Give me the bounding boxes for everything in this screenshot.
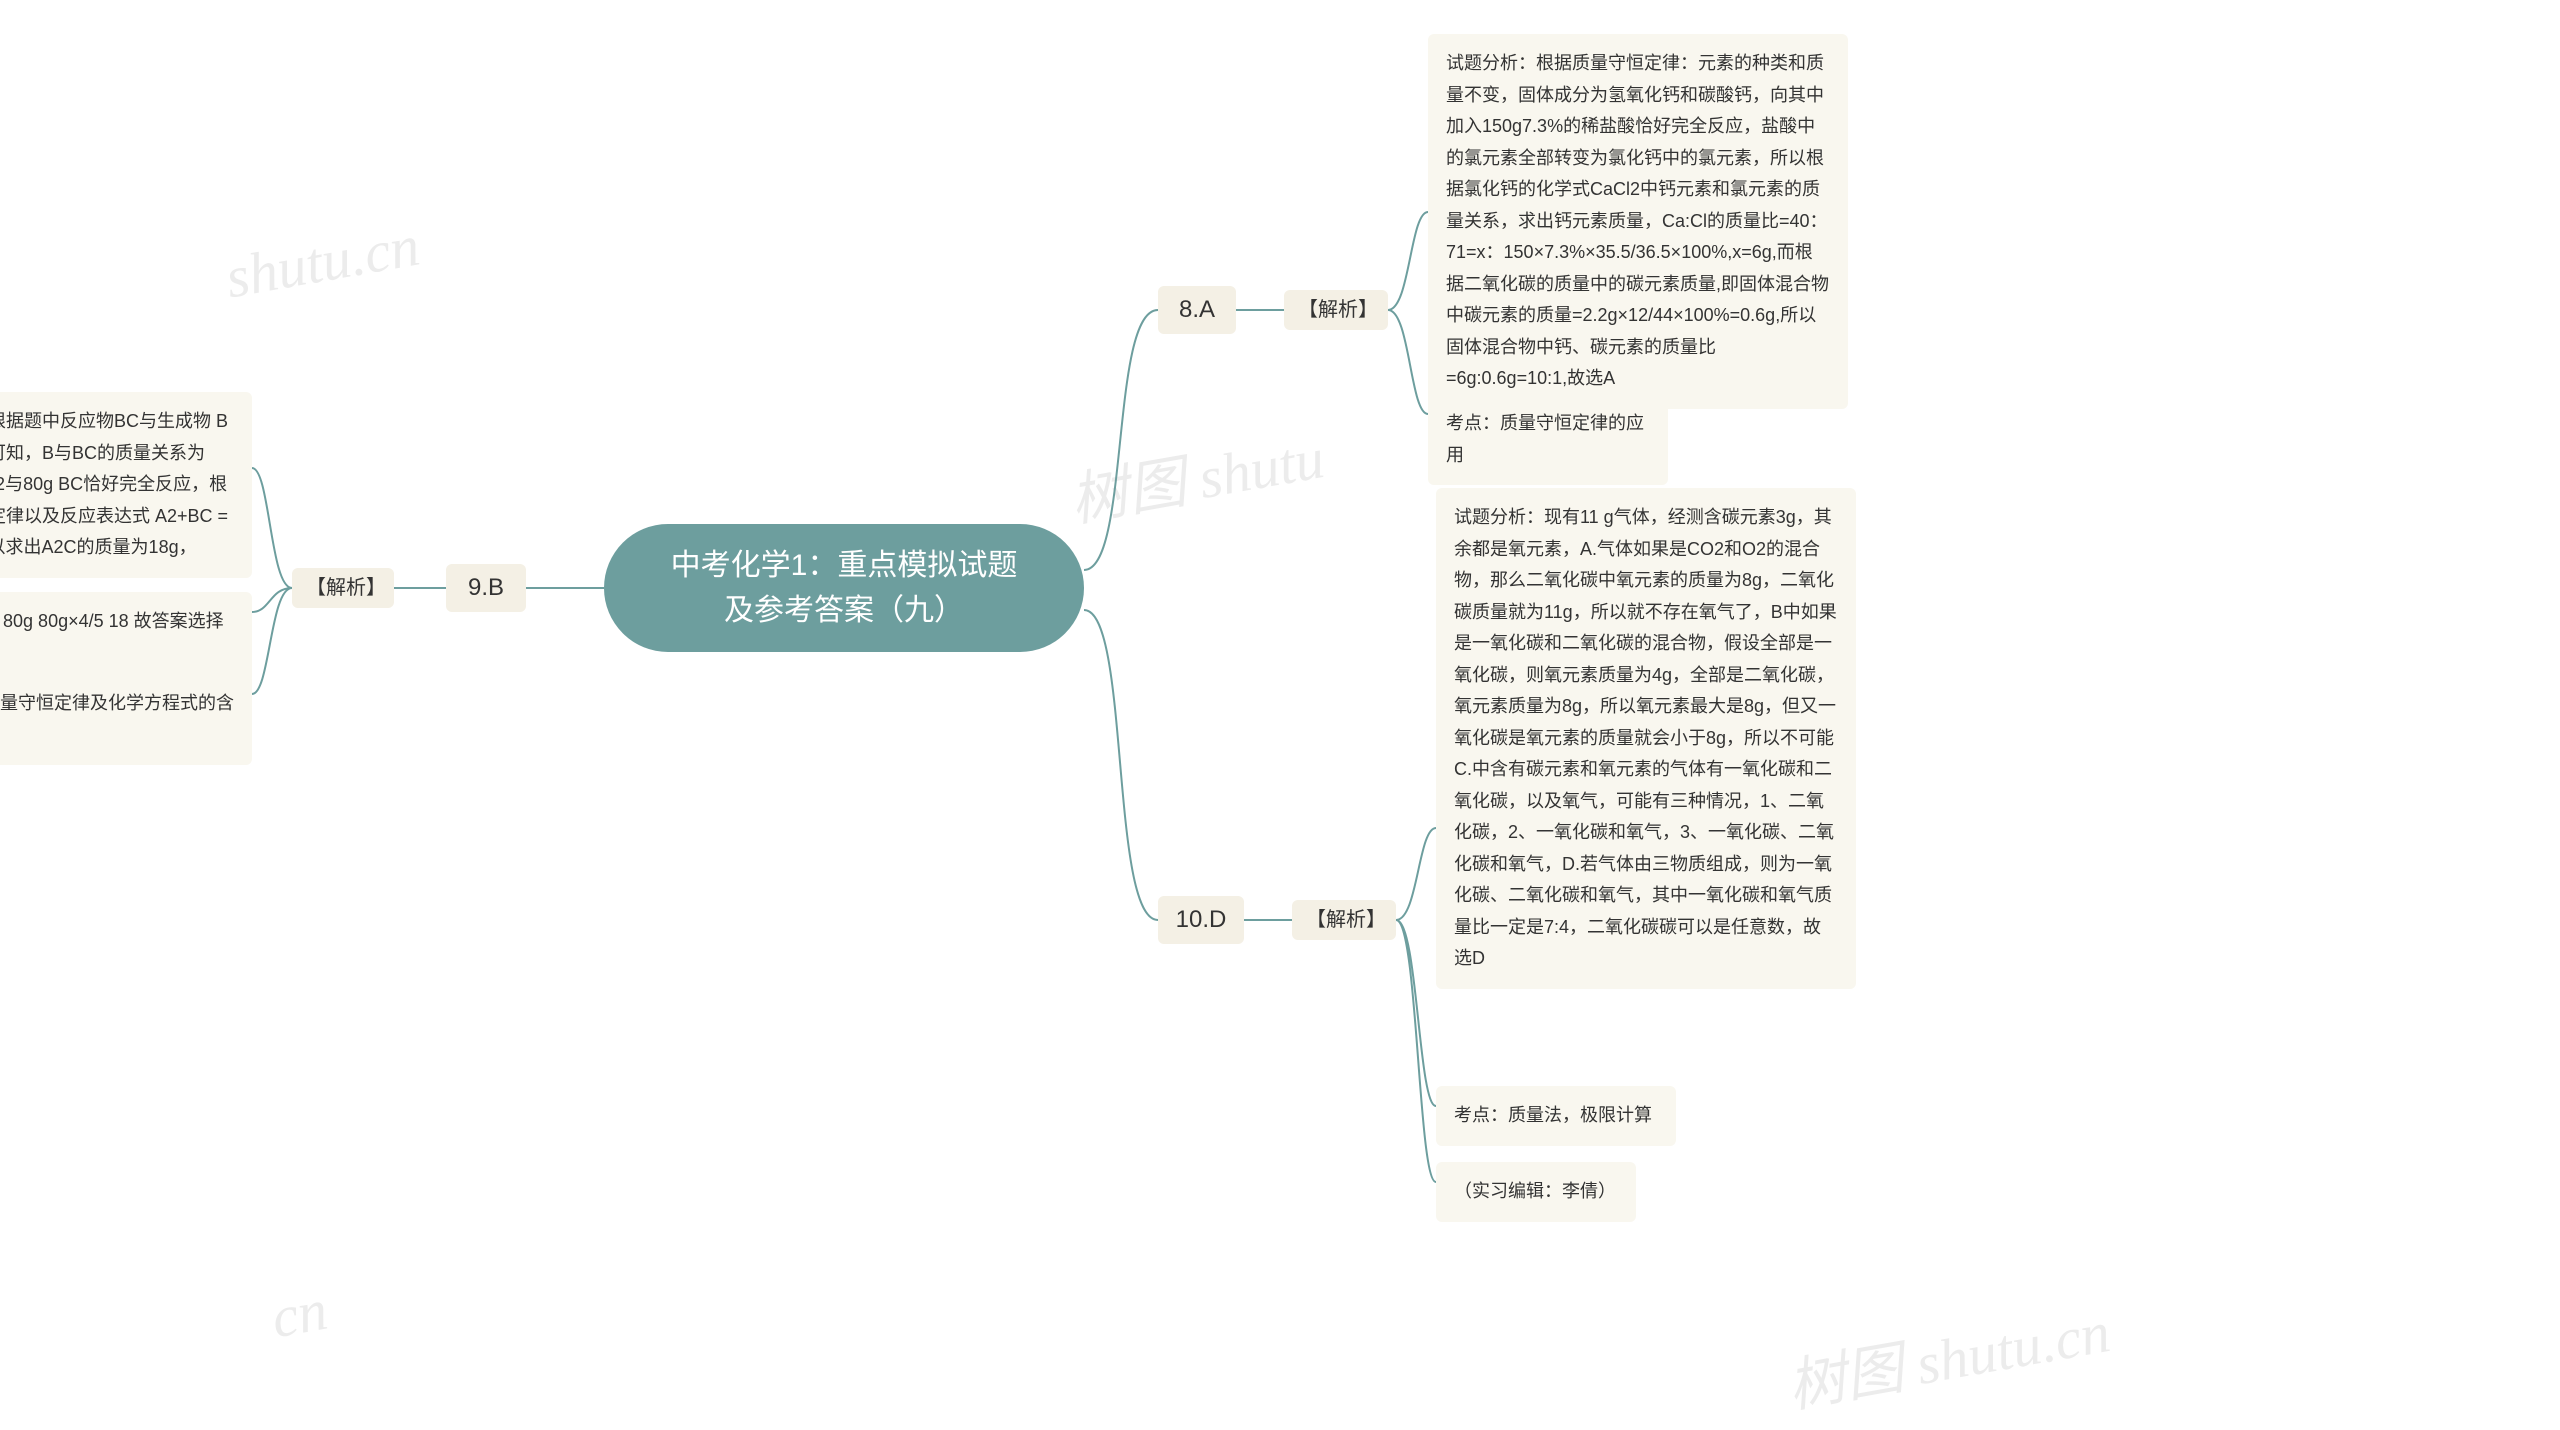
leaf-9b-2: 2g 80g 80g×4/5 18 故答案选择B bbox=[0, 592, 252, 683]
leaf-10d-1: 试题分析：现有11 g气体，经测含碳元素3g，其余都是氧元素，A.气体如果是CO… bbox=[1436, 488, 1856, 989]
leaf-8a-1: 试题分析：根据质量守恒定律：元素的种类和质量不变，固体成分为氢氧化钙和碳酸钙，向… bbox=[1428, 34, 1848, 409]
analysis-label-8a: 【解析】 bbox=[1284, 290, 1388, 330]
connector-lines bbox=[0, 0, 2560, 1430]
leaf-10d-2: 考点：质量法，极限计算 bbox=[1436, 1086, 1676, 1146]
leaf-10d-3: （实习编辑：李倩） bbox=[1436, 1162, 1636, 1222]
leaf-9b-3: 考点：质量守恒定律及化学方程式的含义 bbox=[0, 674, 252, 765]
branch-9b: 9.B bbox=[446, 564, 526, 612]
watermark: 树图 shutu bbox=[1063, 410, 1330, 537]
root-title-line1: 中考化学1：重点模拟试题 bbox=[671, 543, 1018, 588]
watermark: cn bbox=[267, 1276, 333, 1351]
watermark: 树图 shutu.cn bbox=[1780, 1284, 2115, 1423]
root-title-line2: 及参考答案（九） bbox=[671, 588, 1018, 633]
leaf-8a-2: 考点：质量守恒定律的应用 bbox=[1428, 394, 1668, 485]
branch-10d: 10.D bbox=[1158, 896, 1244, 944]
analysis-label-9b: 【解析】 bbox=[292, 568, 394, 608]
branch-8a: 8.A bbox=[1158, 286, 1236, 334]
watermark: shutu.cn bbox=[221, 212, 425, 312]
mindmap-root: 中考化学1：重点模拟试题 及参考答案（九） bbox=[604, 524, 1084, 652]
leaf-9b-1: 试题分析：根据题中反应物BC与生成物 B的质量关系可知，B与BC的质量关系为4:… bbox=[0, 392, 252, 578]
analysis-label-10d: 【解析】 bbox=[1292, 900, 1396, 940]
